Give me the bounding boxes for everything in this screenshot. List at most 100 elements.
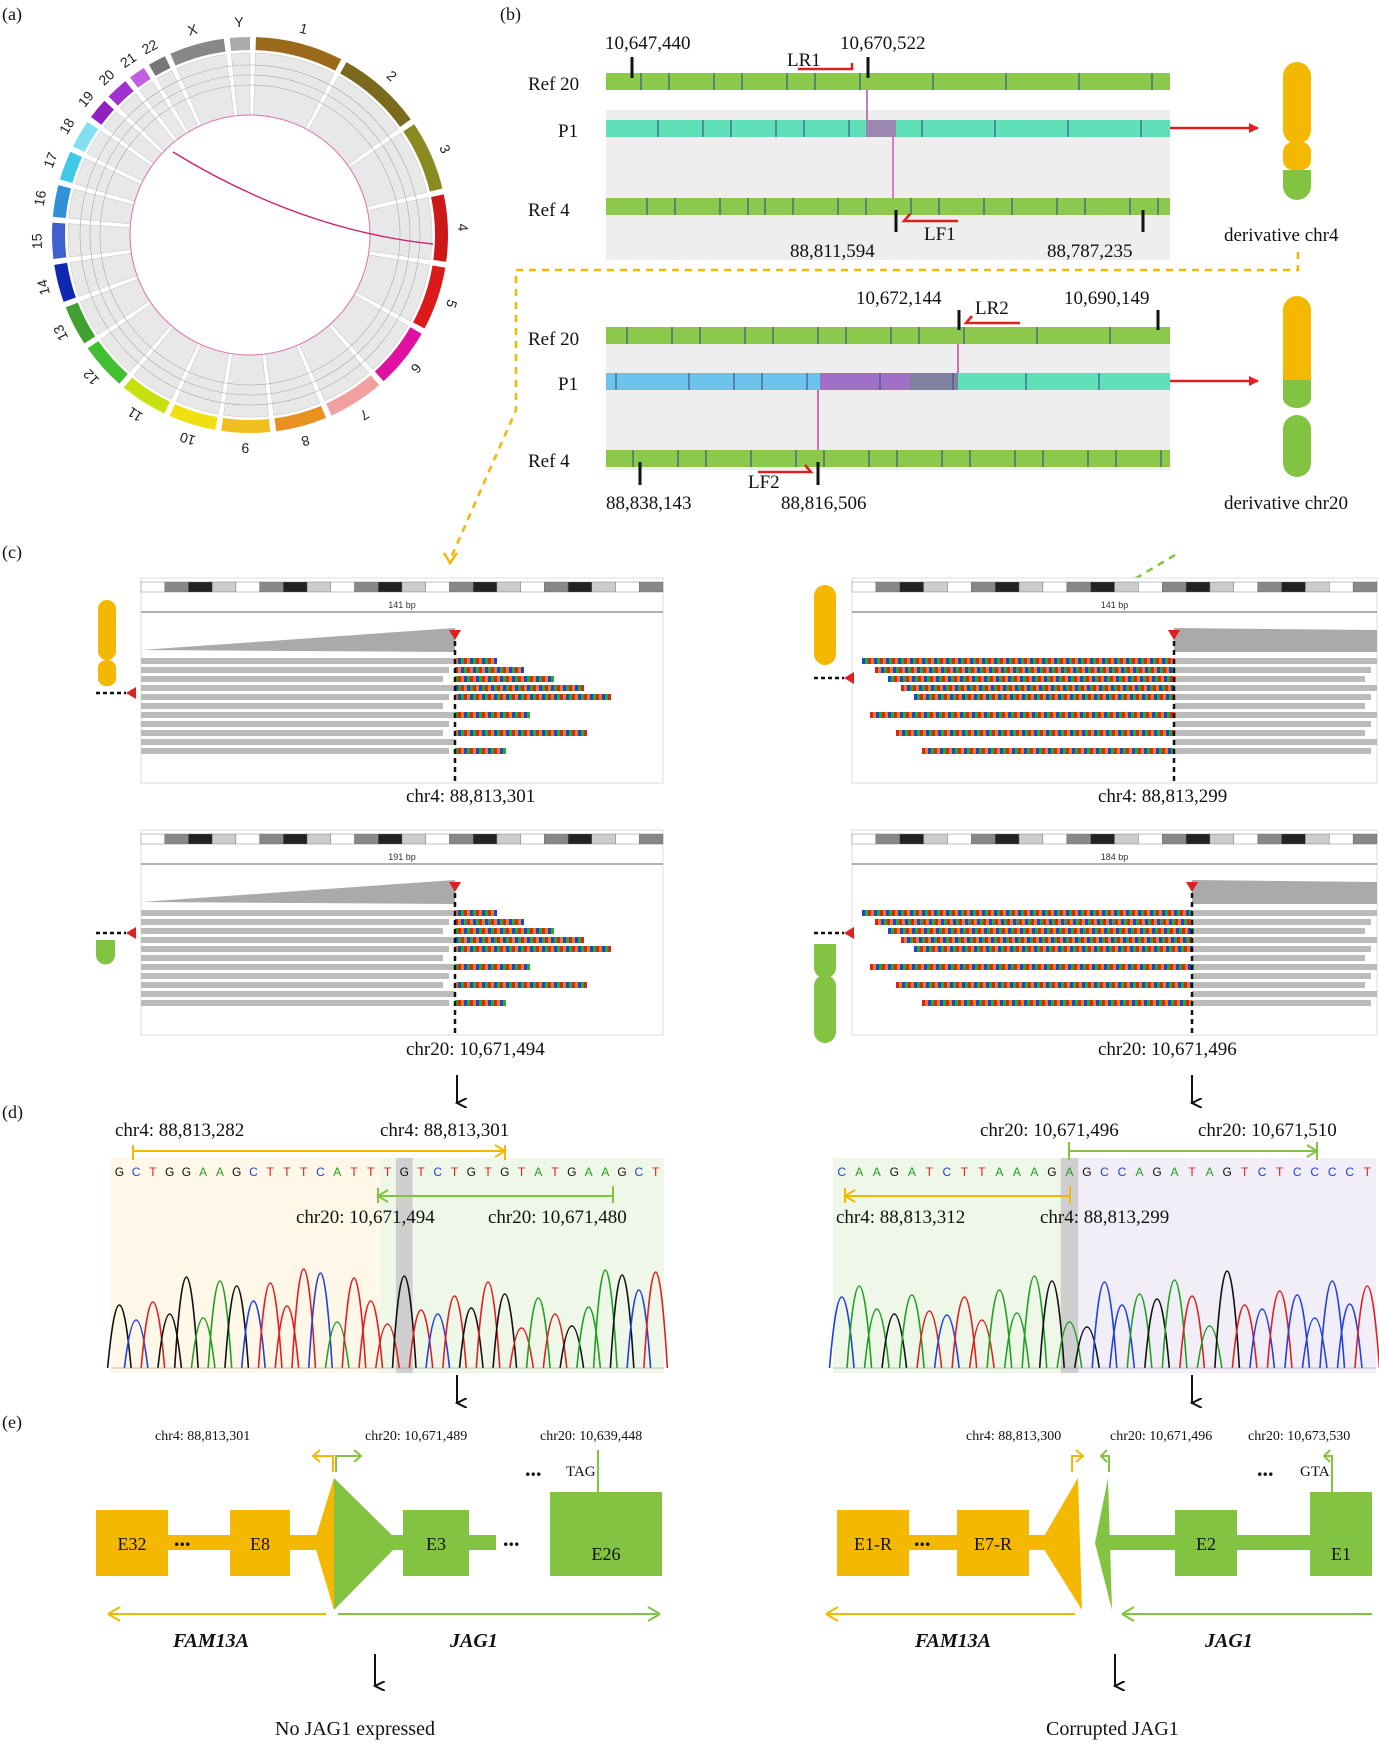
soft-clip <box>974 946 977 952</box>
soft-clip <box>1070 919 1073 925</box>
soft-clip <box>476 928 479 934</box>
soft-clip <box>1163 667 1166 673</box>
chr20-span-arrowhead <box>1306 1144 1319 1158</box>
soft-clip <box>554 937 557 943</box>
soft-clip <box>539 928 542 934</box>
soft-clip <box>1156 910 1159 916</box>
soft-clip <box>1072 685 1075 691</box>
soft-clip <box>1035 712 1038 718</box>
soft-clip <box>930 712 933 718</box>
soft-clip <box>990 676 993 682</box>
soft-clip <box>1075 658 1078 664</box>
soft-clip <box>1062 928 1065 934</box>
soft-clip <box>961 748 964 754</box>
soft-clip <box>1124 946 1127 952</box>
soft-clip <box>974 982 977 988</box>
soft-clip <box>991 1000 994 1006</box>
soft-clip <box>920 667 923 673</box>
soft-clip <box>461 1000 464 1006</box>
soft-clip <box>1173 928 1176 934</box>
soft-clip <box>512 928 515 934</box>
soft-clip <box>928 937 931 943</box>
soft-clip <box>539 676 542 682</box>
soft-clip <box>563 946 566 952</box>
soft-clip <box>515 928 518 934</box>
soft-clip <box>1163 730 1166 736</box>
trace-peak <box>157 1313 183 1369</box>
soft-clip <box>933 928 936 934</box>
soft-clip <box>1110 928 1113 934</box>
soft-clip <box>1086 676 1089 682</box>
soft-clip <box>890 667 893 673</box>
soft-clip <box>482 712 485 718</box>
soft-clip <box>965 667 968 673</box>
soft-clip <box>509 937 512 943</box>
derivative-chr4-icon <box>1283 62 1311 200</box>
soft-clip <box>1145 667 1148 673</box>
soft-clip <box>916 910 919 916</box>
soft-clip <box>900 712 903 718</box>
soft-clip <box>1090 748 1093 754</box>
soft-clip <box>1000 658 1003 664</box>
soft-clip <box>470 982 473 988</box>
soft-clip <box>1056 964 1059 970</box>
soft-clip <box>937 685 940 691</box>
soft-clip <box>1160 667 1163 673</box>
soft-clip <box>1022 667 1025 673</box>
soft-clip <box>888 712 891 718</box>
soft-clip <box>1174 937 1177 943</box>
chr4-pos-label: chr4: 88,813,300 <box>966 1429 1061 1444</box>
soft-clip <box>1070 946 1073 952</box>
soft-clip <box>924 676 927 682</box>
soft-clip <box>946 658 949 664</box>
soft-clip <box>1130 730 1133 736</box>
aligned-read <box>141 910 455 916</box>
soft-clip <box>548 982 551 988</box>
soft-clip <box>931 748 934 754</box>
soft-clip <box>990 928 993 934</box>
soft-clip <box>1073 982 1076 988</box>
soft-clip <box>961 658 964 664</box>
cytoband <box>401 581 426 593</box>
soft-clip <box>943 910 946 916</box>
base-call: G <box>1047 1165 1056 1179</box>
soft-clip <box>925 937 928 943</box>
soft-clip <box>904 910 907 916</box>
soft-clip <box>998 982 1001 988</box>
soft-clip <box>512 964 515 970</box>
soft-clip <box>527 694 530 700</box>
soft-clip <box>461 667 464 673</box>
soft-clip <box>1002 964 1005 970</box>
soft-clip <box>956 694 959 700</box>
soft-clip <box>470 937 473 943</box>
soft-clip <box>500 667 503 673</box>
soft-clip <box>998 694 1001 700</box>
soft-clip <box>1064 919 1067 925</box>
soft-clip <box>969 928 972 934</box>
cytoband <box>639 833 664 845</box>
soft-clip <box>991 658 994 664</box>
soft-clip <box>1035 928 1038 934</box>
soft-clip <box>572 694 575 700</box>
soft-clip <box>1090 1000 1093 1006</box>
aligned-read <box>1192 991 1377 997</box>
soft-clip <box>984 964 987 970</box>
cytoband <box>425 581 450 593</box>
cytoband <box>520 581 545 593</box>
soft-clip <box>494 676 497 682</box>
soft-clip <box>1091 694 1094 700</box>
cytoband <box>899 581 924 593</box>
soft-clip <box>1048 910 1051 916</box>
soft-clip <box>972 964 975 970</box>
base-call: C <box>635 1165 644 1179</box>
base-call: G <box>617 1165 626 1179</box>
soft-clip <box>1063 1000 1066 1006</box>
soft-clip <box>957 928 960 934</box>
soft-clip <box>542 937 545 943</box>
soft-clip <box>1072 937 1075 943</box>
soft-clip <box>1160 730 1163 736</box>
soft-clip <box>906 676 909 682</box>
soft-clip <box>925 658 928 664</box>
soft-clip <box>1093 910 1096 916</box>
breakpoint-marker <box>1168 630 1180 640</box>
